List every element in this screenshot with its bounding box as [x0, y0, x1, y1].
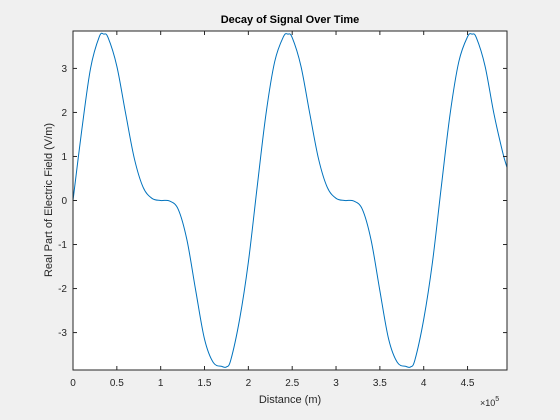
y-tick-label: -1 [58, 240, 67, 251]
x-axis-exponent-base: ×10 [480, 398, 495, 408]
x-tick-label: 4 [421, 378, 427, 389]
y-tick-label: -2 [58, 284, 67, 295]
x-tick-label: 1 [158, 378, 164, 389]
axes-background [73, 31, 507, 370]
x-tick-label: 0 [70, 378, 76, 389]
x-axis-label: Distance (m) [259, 394, 321, 406]
y-tick-label: -3 [58, 328, 67, 339]
y-axis-ticks: -3 -2 -1 0 1 2 3 [58, 64, 507, 339]
chart-title: Decay of Signal Over Time [221, 14, 360, 26]
x-axis-exponent: ×105 [480, 396, 499, 408]
x-tick-label: 1.5 [198, 378, 212, 389]
x-axis-exponent-power: 5 [495, 396, 499, 403]
x-tick-label: 0.5 [110, 378, 124, 389]
x-tick-label: 2.5 [285, 378, 299, 389]
y-axis-label: Real Part of Electric Field (V/m) [43, 123, 55, 277]
y-tick-label: 1 [61, 152, 67, 163]
y-tick-label: 2 [61, 108, 67, 119]
y-tick-label: 0 [61, 196, 67, 207]
x-axis-ticks: 0 0.5 1 1.5 2 2.5 3 3.5 4 4.5 [70, 31, 475, 389]
x-tick-label: 3.5 [373, 378, 387, 389]
x-tick-label: 3 [333, 378, 339, 389]
y-tick-label: 3 [61, 64, 67, 75]
x-tick-label: 2 [246, 378, 252, 389]
x-tick-label: 4.5 [461, 378, 475, 389]
series-line [72, 32, 508, 368]
